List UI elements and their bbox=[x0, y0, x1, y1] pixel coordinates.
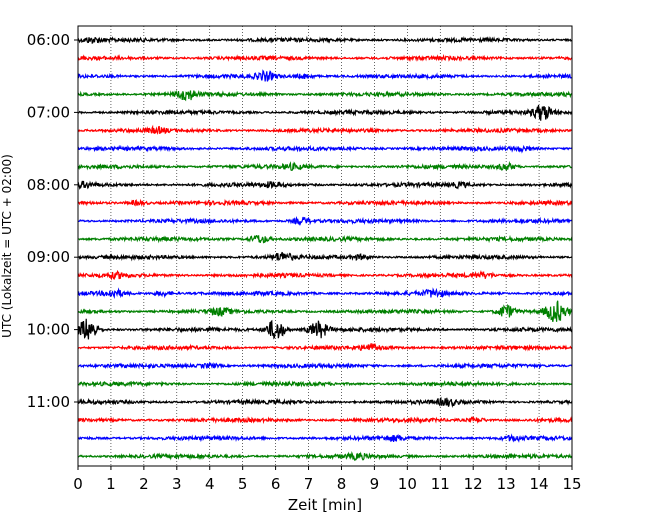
trace-0615 bbox=[77, 53, 573, 63]
trace-0645 bbox=[77, 89, 573, 102]
x-tick-label: 3 bbox=[172, 475, 182, 493]
x-axis-label: Zeit [min] bbox=[288, 496, 362, 514]
x-tick-label: 12 bbox=[464, 475, 483, 493]
trace-0915 bbox=[77, 269, 573, 281]
trace-1015 bbox=[77, 342, 573, 352]
y-axis-label: UTC (Lokalzeit = UTC + 02:00) bbox=[0, 154, 14, 338]
x-tick-label: 9 bbox=[370, 475, 380, 493]
trace-1130 bbox=[77, 433, 573, 443]
trace-0815 bbox=[77, 198, 573, 207]
x-tick-label: 11 bbox=[431, 475, 450, 493]
trace-1100 bbox=[77, 396, 573, 409]
y-tick-label: 06:00 bbox=[27, 31, 70, 49]
x-tick-label: 8 bbox=[337, 475, 347, 493]
x-tick-label: 1 bbox=[106, 475, 116, 493]
y-tick-label: 10:00 bbox=[27, 321, 70, 339]
vertical-grid bbox=[110, 26, 540, 466]
x-tick-label: 5 bbox=[238, 475, 248, 493]
trace-0745 bbox=[77, 160, 573, 172]
trace-0930 bbox=[77, 287, 573, 300]
trace-0830 bbox=[77, 215, 573, 226]
y-tick-label: 08:00 bbox=[27, 176, 70, 194]
trace-0715 bbox=[77, 124, 573, 135]
y-tick-label: 11:00 bbox=[27, 393, 70, 411]
x-tick-label: 14 bbox=[530, 475, 549, 493]
x-tick-label: 2 bbox=[139, 475, 149, 493]
x-tick-label: 6 bbox=[271, 475, 281, 493]
y-axis-ticks: 06:00 07:00 08:00 09:00 10:00 11:00 bbox=[27, 31, 78, 411]
trace-0630 bbox=[77, 69, 573, 82]
trace-group bbox=[77, 35, 573, 462]
trace-0945 bbox=[77, 300, 573, 322]
x-tick-label: 4 bbox=[205, 475, 215, 493]
plot-frame bbox=[77, 25, 573, 467]
trace-0730 bbox=[77, 144, 573, 154]
x-tick-label: 7 bbox=[304, 475, 314, 493]
x-tick-label: 15 bbox=[562, 475, 581, 493]
y-tick-label: 07:00 bbox=[27, 103, 70, 121]
x-tick-label: 0 bbox=[73, 475, 83, 493]
y-tick-label: 09:00 bbox=[27, 248, 70, 266]
trace-0900 bbox=[77, 251, 573, 262]
trace-1145 bbox=[77, 451, 573, 462]
trace-1115 bbox=[77, 415, 573, 425]
trace-0600 bbox=[77, 35, 573, 45]
x-axis-ticks: 0 1 2 3 4 5 6 7 8 9 10 11 12 13 14 15 bbox=[73, 466, 582, 493]
trace-1045 bbox=[77, 379, 573, 388]
trace-0700 bbox=[77, 105, 573, 121]
x-tick-label: 13 bbox=[497, 475, 516, 493]
trace-0800 bbox=[77, 180, 573, 190]
trace-0845 bbox=[77, 234, 573, 244]
trace-1030 bbox=[77, 361, 573, 370]
x-tick-label: 10 bbox=[398, 475, 417, 493]
trace-1000 bbox=[77, 318, 573, 340]
